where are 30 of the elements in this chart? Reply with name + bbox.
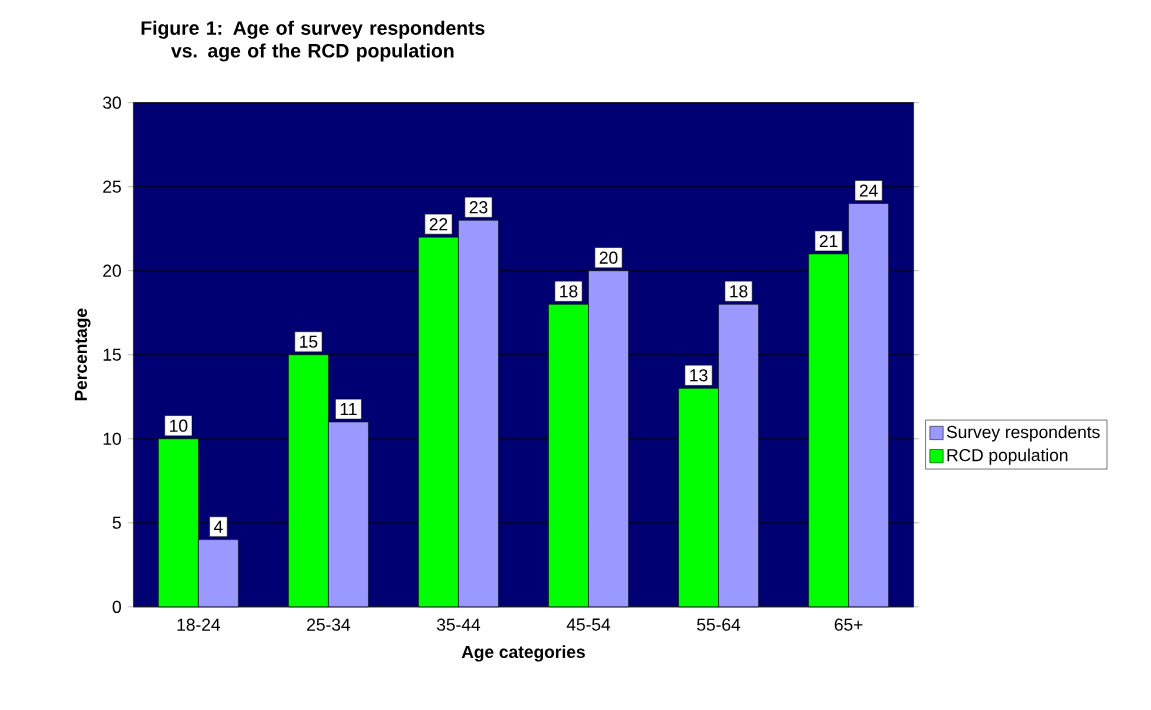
data-label: 10 [170, 419, 188, 433]
data-label: 22 [429, 218, 448, 231]
y-tick-label: 20 [103, 264, 121, 278]
x-tick-label: 55-64 [697, 618, 741, 632]
y-tick-label: 30 [103, 96, 121, 110]
data-label: 23 [469, 201, 488, 214]
data-label: 13 [690, 369, 708, 382]
y-tick-label: 15 [103, 348, 121, 362]
data-label: 15 [300, 335, 318, 349]
y-tick-label: 25 [103, 180, 121, 194]
x-axis-title: Age categories [461, 645, 585, 662]
x-tick-label: 35-44 [436, 618, 481, 632]
data-label: 20 [599, 251, 618, 265]
data-label: 18 [560, 285, 578, 298]
y-axis-title: Percentage [74, 308, 91, 401]
data-label: 4 [213, 520, 223, 533]
data-label: 18 [730, 285, 748, 298]
x-tick-label: 45-54 [566, 618, 611, 631]
data-label: 24 [859, 184, 878, 197]
y-tick-label: 0 [112, 600, 121, 614]
chart-title: Figure 1: Age of survey respondents vs. age of the RCD population [141, 20, 485, 62]
y-tick-label: 10 [103, 432, 121, 446]
data-label: 21 [819, 235, 838, 248]
legend-label: Survey respondents [946, 425, 1100, 442]
x-tick-label: 25-34 [307, 618, 351, 632]
y-tick-label: 5 [112, 517, 121, 530]
data-label: 11 [340, 403, 357, 416]
x-tick-label: 65+ [834, 618, 863, 632]
legend-label: RCD population [947, 448, 1068, 465]
x-tick-label: 18-24 [177, 618, 221, 632]
